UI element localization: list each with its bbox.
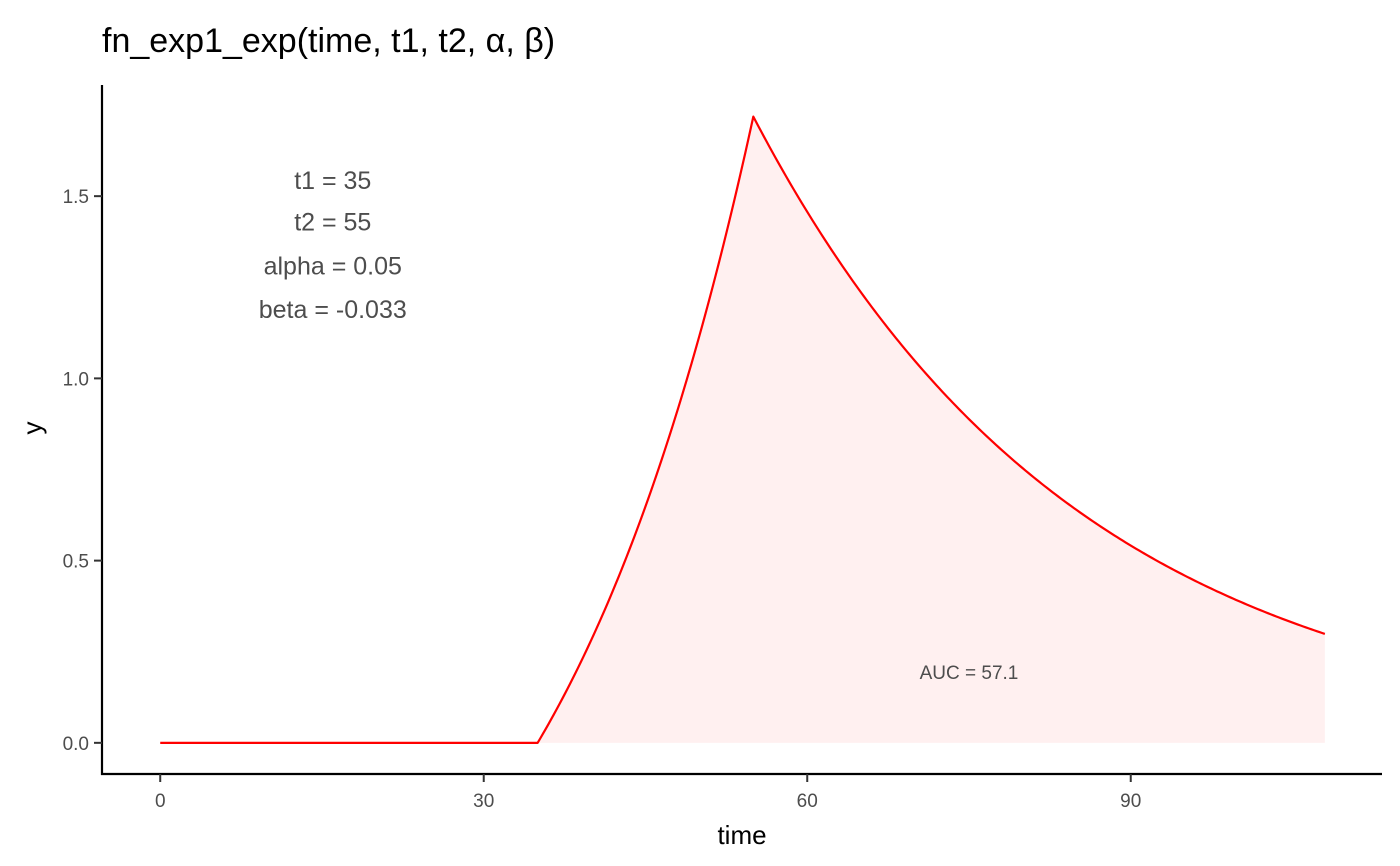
x-axis-title: time <box>717 820 766 850</box>
chart-title: fn_exp1_exp(time, t1, t2, α, β) <box>102 22 555 60</box>
y-tick-label: 1.5 <box>63 187 89 208</box>
y-tick-label: 1.0 <box>63 369 89 390</box>
x-tick-label: 30 <box>473 791 494 812</box>
x-axis-ticks: 0 30 60 90 <box>155 774 1141 812</box>
x-tick-label: 90 <box>1120 791 1141 812</box>
y-tick-label: 0.0 <box>63 734 89 755</box>
y-axis-title: y <box>17 422 47 435</box>
y-axis-ticks: 0.0 0.5 1.0 1.5 <box>63 187 102 755</box>
y-tick-label: 0.5 <box>63 552 89 573</box>
parameter-label: beta = -0.033 <box>259 296 407 324</box>
series-line <box>160 115 1326 744</box>
auc-label: AUC = 57.1 <box>920 663 1019 684</box>
parameter-label: t2 = 55 <box>294 209 371 237</box>
parameter-label: t1 = 35 <box>294 167 371 195</box>
auc-area <box>537 116 1325 743</box>
parameter-labels: t1 = 35 t2 = 55 alpha = 0.05 beta = -0.033 <box>259 167 407 324</box>
plot-area <box>160 115 1326 744</box>
x-tick-label: 0 <box>155 791 166 812</box>
parameter-label: alpha = 0.05 <box>264 252 402 280</box>
x-tick-label: 60 <box>797 791 818 812</box>
